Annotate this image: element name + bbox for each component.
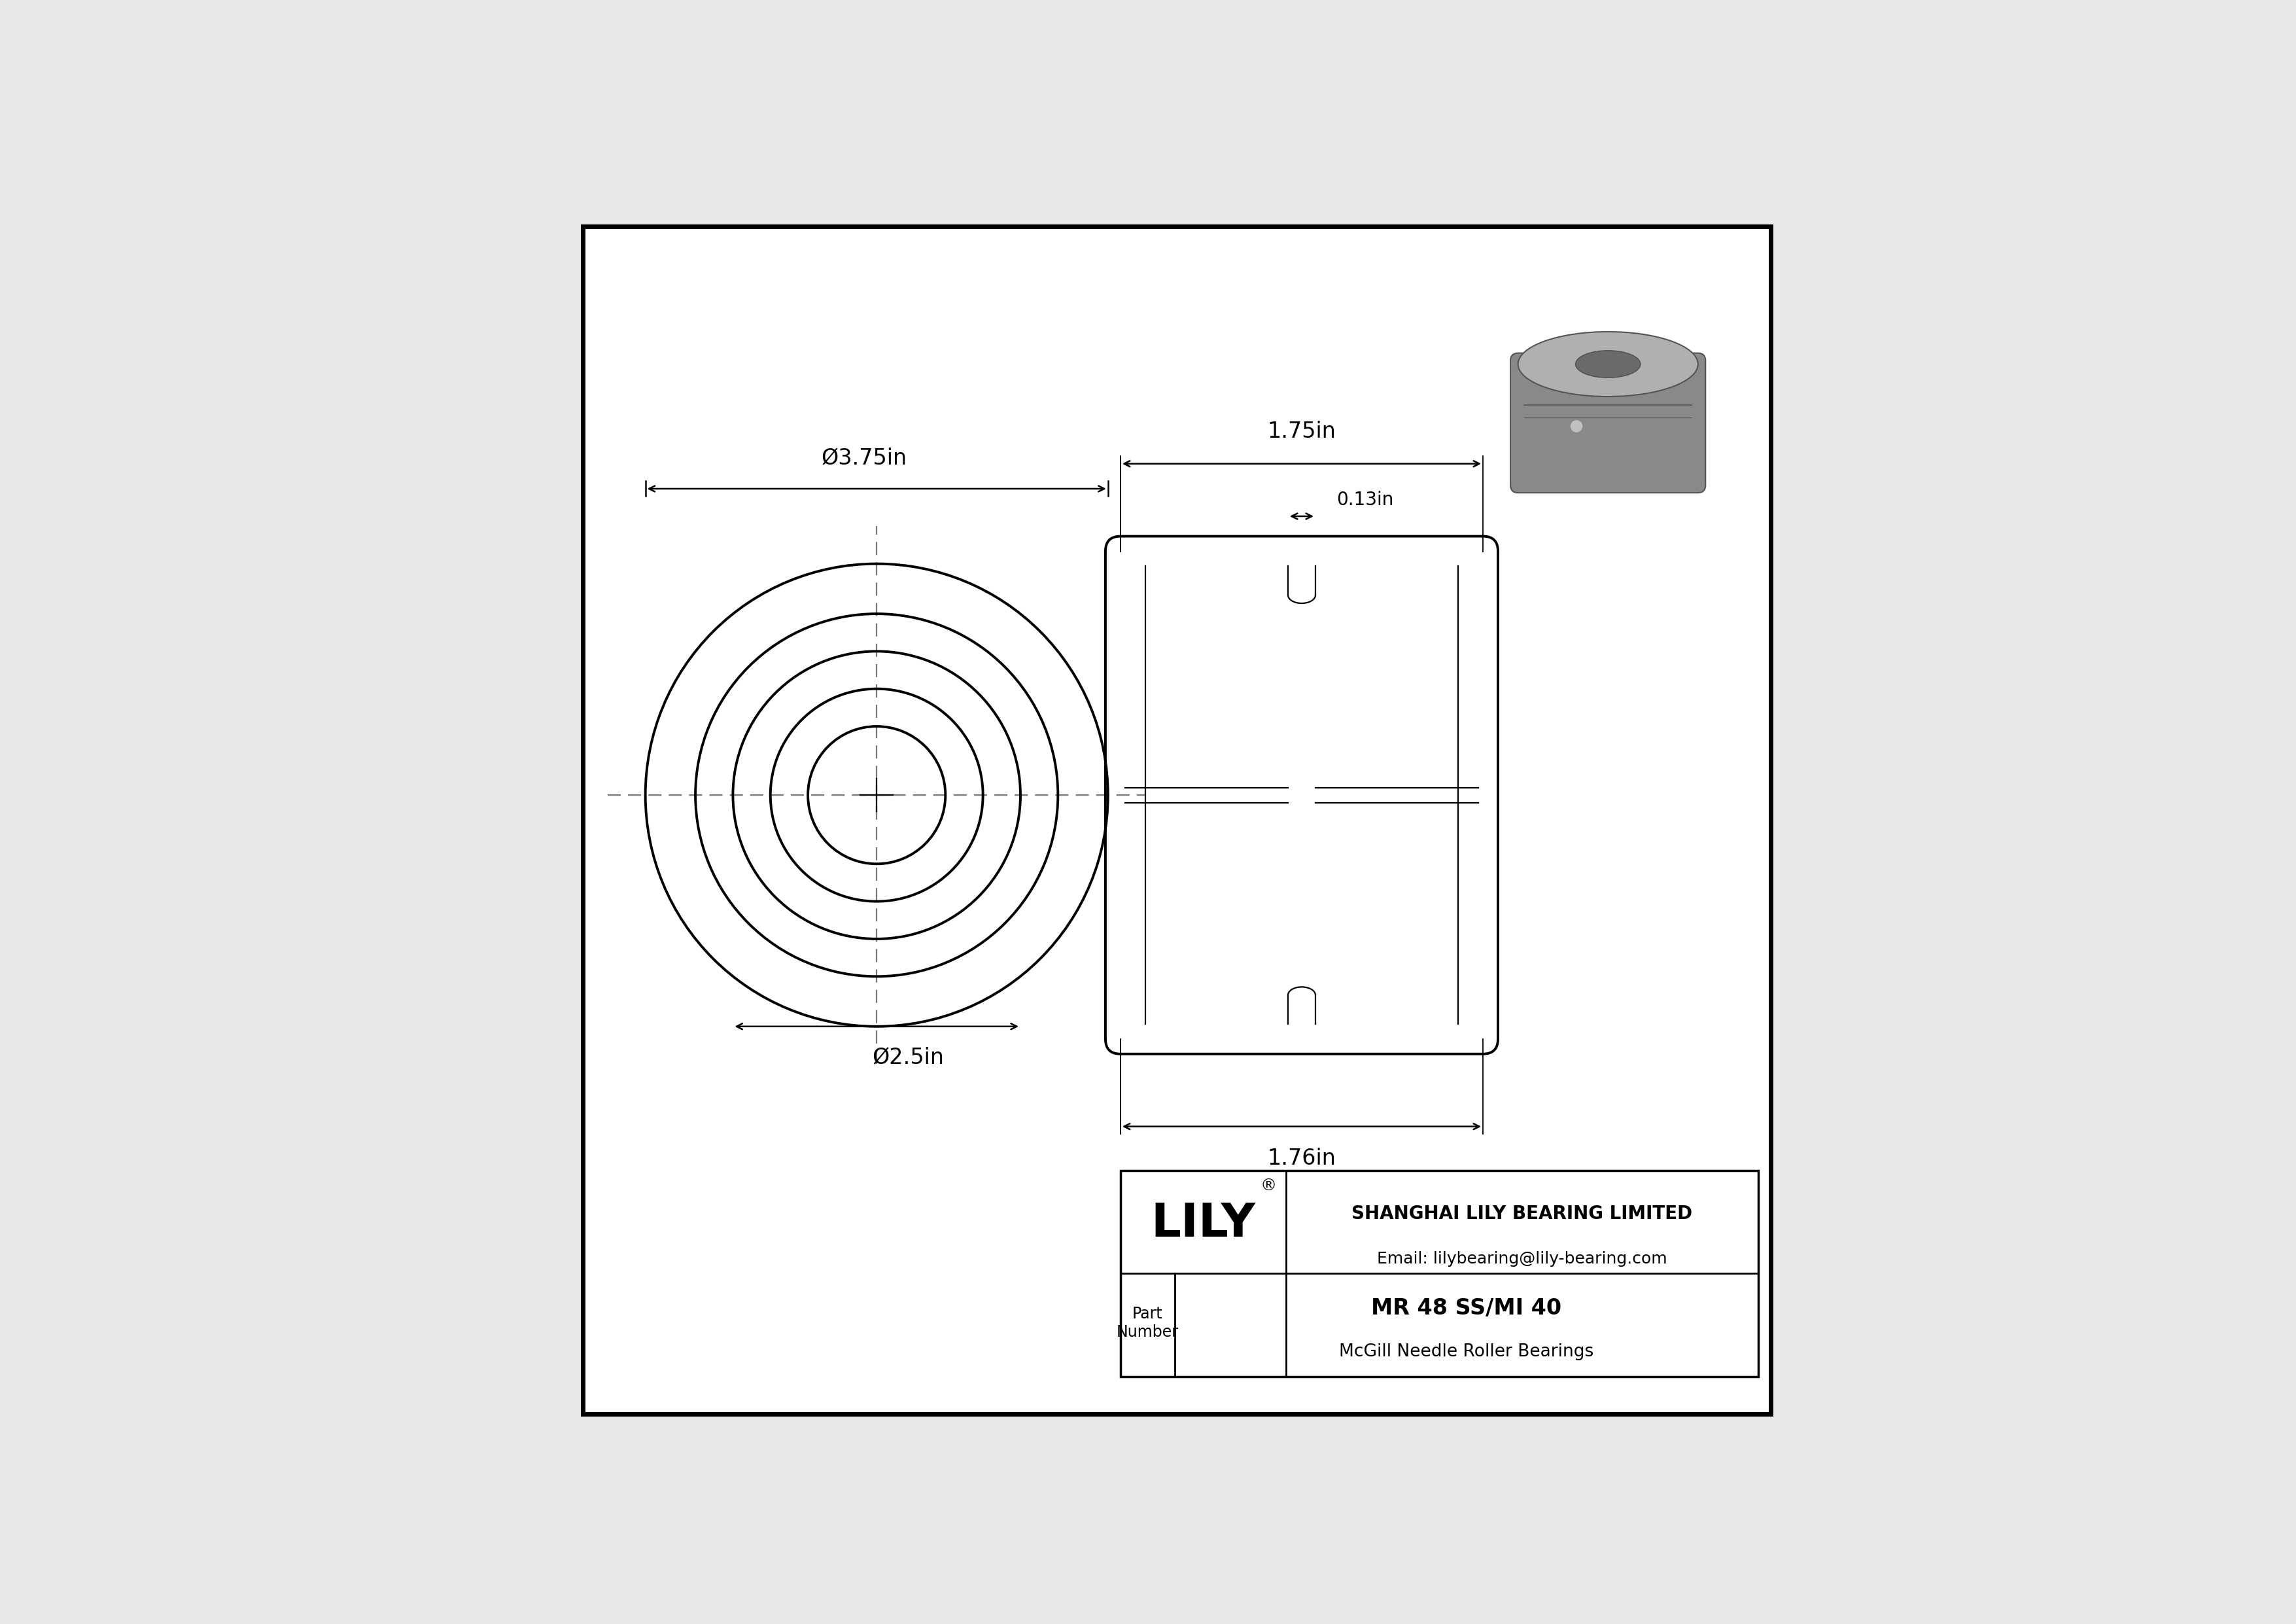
Text: LILY: LILY xyxy=(1150,1202,1256,1247)
FancyBboxPatch shape xyxy=(1511,352,1706,492)
Text: Part
Number: Part Number xyxy=(1116,1306,1178,1340)
Text: 1.76in: 1.76in xyxy=(1267,1148,1336,1169)
Text: 1.75in: 1.75in xyxy=(1267,421,1336,442)
Text: MR 48 SS/MI 40: MR 48 SS/MI 40 xyxy=(1371,1298,1561,1319)
Ellipse shape xyxy=(1575,351,1639,378)
Bar xyxy=(1120,1171,1759,1377)
Text: McGill Needle Roller Bearings: McGill Needle Roller Bearings xyxy=(1339,1343,1593,1361)
Text: SHANGHAI LILY BEARING LIMITED: SHANGHAI LILY BEARING LIMITED xyxy=(1352,1205,1692,1223)
Text: Ø3.75in: Ø3.75in xyxy=(822,447,907,469)
Ellipse shape xyxy=(1518,331,1699,396)
Text: 0.13in: 0.13in xyxy=(1336,490,1394,508)
Text: Email: lilybearing@lily-bearing.com: Email: lilybearing@lily-bearing.com xyxy=(1378,1250,1667,1267)
Text: ®: ® xyxy=(1261,1179,1277,1194)
Text: Ø2.5in: Ø2.5in xyxy=(872,1046,944,1069)
Circle shape xyxy=(1570,421,1582,432)
